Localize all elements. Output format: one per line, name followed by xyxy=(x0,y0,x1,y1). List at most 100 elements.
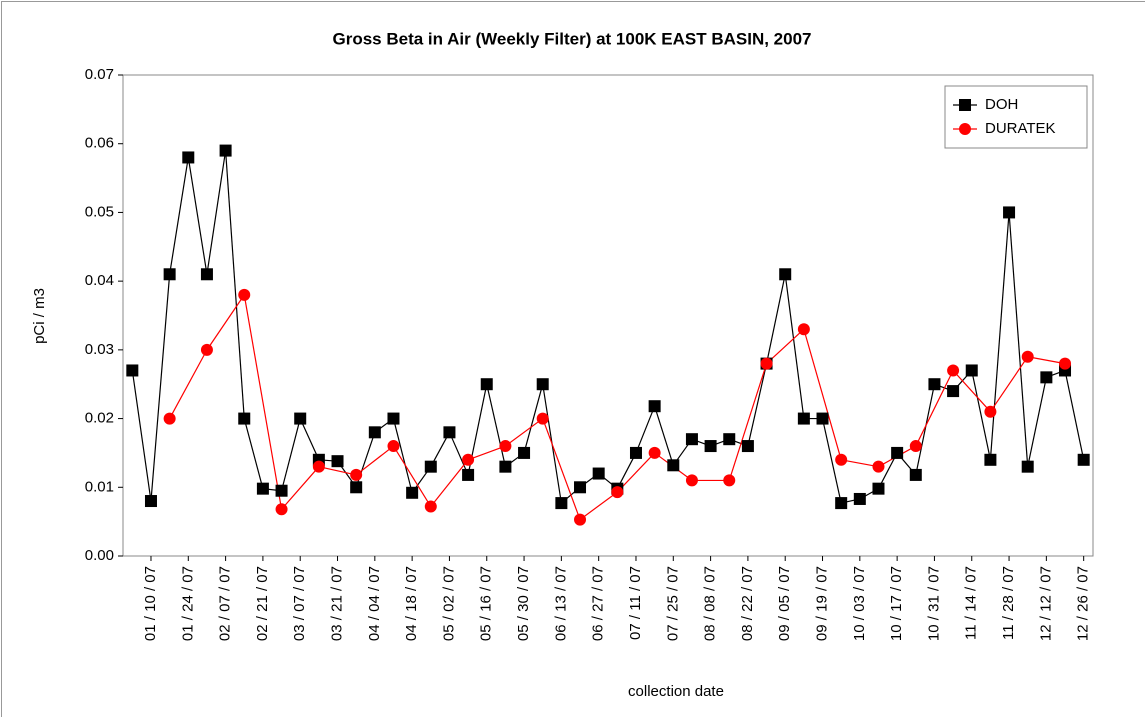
series-segment xyxy=(747,363,768,447)
series-segment xyxy=(299,418,320,461)
x-tick-label: 10 / 31 / 07 xyxy=(925,566,942,641)
series-segment xyxy=(169,157,189,275)
x-tick-label: 01 / 24 / 07 xyxy=(179,566,196,641)
point xyxy=(853,492,866,505)
series-segment xyxy=(169,349,208,419)
series-segment xyxy=(803,329,842,460)
point xyxy=(648,446,661,459)
point xyxy=(909,468,922,481)
legend-marker xyxy=(959,123,971,135)
point xyxy=(238,412,251,425)
series-segment xyxy=(1027,356,1066,365)
x-tick-label: 12 / 26 / 07 xyxy=(1075,566,1092,641)
x-tick-label: 06 / 13 / 07 xyxy=(552,566,569,641)
point xyxy=(536,412,549,425)
point xyxy=(163,412,176,425)
x-tick-label: 02 / 21 / 07 xyxy=(254,566,271,641)
series-segment xyxy=(765,274,786,364)
x-tick-label: 04 / 04 / 07 xyxy=(366,566,383,641)
series-segment xyxy=(280,418,301,491)
y-tick-label: 0.01 xyxy=(85,478,114,495)
point xyxy=(909,440,922,453)
x-tick-label: 06 / 27 / 07 xyxy=(590,566,607,641)
point xyxy=(872,460,885,473)
point xyxy=(667,459,680,472)
point xyxy=(555,497,568,510)
y-tick-label: 0.00 xyxy=(85,547,114,564)
point xyxy=(294,412,307,425)
x-tick-label: 10 / 17 / 07 xyxy=(888,566,905,641)
series-segment xyxy=(784,274,805,419)
point xyxy=(928,378,941,391)
series-segment xyxy=(505,418,544,447)
series-segment xyxy=(430,459,469,507)
series-segment xyxy=(971,370,991,460)
point xyxy=(219,144,232,157)
point xyxy=(200,268,213,281)
x-tick-label: 05 / 02 / 07 xyxy=(440,566,457,641)
point xyxy=(275,503,288,516)
point xyxy=(629,446,642,459)
series-segment xyxy=(952,370,991,413)
series-segment xyxy=(523,384,544,454)
point xyxy=(574,481,587,494)
point xyxy=(872,482,885,495)
point xyxy=(387,412,400,425)
point xyxy=(965,364,978,377)
series-segment xyxy=(989,356,1029,413)
point xyxy=(350,468,363,481)
point xyxy=(387,440,400,453)
chart-title: Gross Beta in Air (Weekly Filter) at 100… xyxy=(333,29,812,48)
point xyxy=(947,385,960,398)
y-tick-label: 0.03 xyxy=(85,341,114,358)
point xyxy=(797,323,810,336)
point xyxy=(144,495,157,508)
point xyxy=(1021,460,1034,473)
x-tick-label: 08 / 22 / 07 xyxy=(739,566,756,641)
point xyxy=(424,500,437,513)
series-segment xyxy=(243,294,283,510)
series-segment xyxy=(206,150,227,275)
x-tick-label: 11 / 28 / 07 xyxy=(1000,566,1017,640)
series-segment xyxy=(821,418,842,504)
series-segment xyxy=(579,491,618,521)
legend-box xyxy=(944,85,1088,149)
y-tick-label: 0.06 xyxy=(85,135,114,152)
point xyxy=(984,453,997,466)
point xyxy=(518,446,531,459)
legend-marker xyxy=(959,99,971,111)
series-segment xyxy=(542,418,581,520)
point xyxy=(163,268,176,281)
point xyxy=(499,460,512,473)
point xyxy=(685,474,698,487)
point xyxy=(1059,357,1072,370)
point xyxy=(723,474,736,487)
point xyxy=(947,364,960,377)
point xyxy=(1077,453,1090,466)
point xyxy=(406,486,419,499)
point xyxy=(331,455,344,468)
series-segment xyxy=(1064,370,1085,460)
point xyxy=(462,453,475,466)
point xyxy=(368,426,381,439)
point xyxy=(182,151,195,164)
x-tick-label: 05 / 16 / 07 xyxy=(478,566,495,641)
point xyxy=(1021,350,1034,363)
x-tick-label: 07 / 11 / 07 xyxy=(627,566,644,640)
series-segment xyxy=(243,418,264,489)
series-segment xyxy=(1008,212,1029,467)
x-tick-label: 09 / 05 / 07 xyxy=(776,566,793,641)
series-segment xyxy=(150,274,171,502)
x-tick-label: 03 / 21 / 07 xyxy=(328,566,345,641)
series-segment xyxy=(467,445,506,461)
series-segment xyxy=(392,445,432,507)
series-segment xyxy=(355,445,394,476)
y-tick-label: 0.02 xyxy=(85,410,114,427)
point xyxy=(1003,206,1016,219)
x-tick-label: 01 / 10 / 07 xyxy=(142,566,159,641)
series-segment xyxy=(281,466,320,510)
point xyxy=(984,405,997,418)
point xyxy=(462,468,475,481)
series-segment xyxy=(654,406,674,466)
